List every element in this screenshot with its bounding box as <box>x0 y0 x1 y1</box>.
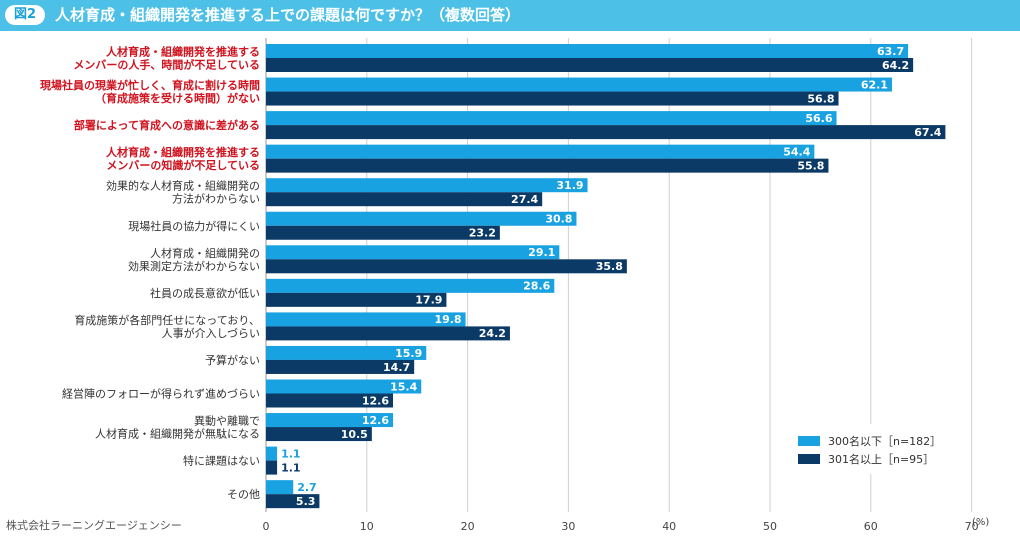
x-axis-unit: (%) <box>972 517 990 528</box>
legend-item-large: 301名以上［n=95］ <box>798 451 934 467</box>
legend-label-large: 301名以上［n=95］ <box>828 453 935 466</box>
bar-300-or-less <box>266 278 555 293</box>
bar-300-or-less <box>266 312 466 327</box>
bar-value-label: 30.8 <box>545 213 572 226</box>
bar-300-or-less <box>266 77 892 92</box>
chart-header: 図2 人材育成・組織開発を推進する上での課題は何ですか？（複数回答） <box>0 0 1020 31</box>
bar-value-label: 15.4 <box>390 380 417 393</box>
bar-300-or-less <box>266 211 577 226</box>
bar-value-label: 62.1 <box>861 78 888 91</box>
bar-300-or-less <box>266 345 427 360</box>
bar-value-label: 12.6 <box>362 394 389 407</box>
bar-value-label: 12.6 <box>362 414 389 427</box>
category-label: 予算がない <box>205 353 260 367</box>
bar-value-label: 27.4 <box>511 193 538 206</box>
bar-301-or-more <box>266 125 946 140</box>
bar-301-or-more <box>266 427 372 442</box>
category-label: 経営陣のフォローが得られず進めづらい <box>62 387 260 401</box>
bar-value-label: 56.8 <box>807 92 834 105</box>
category-label: その他 <box>227 488 260 501</box>
bar-value-label: 10.5 <box>341 428 368 441</box>
bar-301-or-more <box>266 326 510 341</box>
bar-301-or-more <box>266 460 278 475</box>
x-tick-label: 50 <box>763 520 777 533</box>
bar-301-or-more <box>266 58 914 72</box>
x-tick-label: 10 <box>360 520 374 533</box>
bar-value-label: 63.7 <box>877 45 904 58</box>
bar-value-label: 5.3 <box>296 495 316 508</box>
bar-300-or-less <box>266 178 588 193</box>
bar-value-label: 23.2 <box>469 227 496 240</box>
bar-value-label: 29.1 <box>528 246 555 259</box>
bar-value-label: 24.2 <box>479 327 506 340</box>
bar-value-label: 1.1 <box>281 461 301 474</box>
legend-label-small: 300名以下［n=182］ <box>828 435 942 448</box>
bar-value-label: 54.4 <box>783 145 810 158</box>
bar-value-label: 17.9 <box>415 294 442 307</box>
x-tick-label: 30 <box>561 520 575 533</box>
chart-title: 人材育成・組織開発を推進する上での課題は何ですか？（複数回答） <box>55 6 521 24</box>
bar-value-label: 14.7 <box>383 361 410 374</box>
category-label: 特に課題はない <box>183 454 260 468</box>
category-label: 効果的な人材育成・組織開発の方法がわからない <box>106 179 260 206</box>
bar-300-or-less <box>266 144 815 159</box>
bar-value-label: 28.6 <box>523 280 550 293</box>
bar-300-or-less <box>266 480 294 495</box>
bar-value-label: 19.8 <box>434 313 461 326</box>
bar-301-or-more <box>266 192 543 207</box>
legend-swatch-large <box>798 454 820 464</box>
category-label: 現場社員の現業が忙しく、育成に割ける時間（育成施策を受ける時間）がない <box>40 78 260 105</box>
bar-value-label: 67.4 <box>914 126 941 139</box>
bar-301-or-more <box>266 393 394 408</box>
figure-label: 図2 <box>5 5 45 25</box>
bar-value-label: 1.1 <box>281 447 301 460</box>
bar-300-or-less <box>266 379 422 394</box>
legend-swatch-small <box>798 436 820 446</box>
category-label: 人材育成・組織開発の効果測定方法がわからない <box>128 246 260 273</box>
bar-301-or-more <box>266 158 829 173</box>
bar-value-label: 64.2 <box>882 59 909 72</box>
x-tick-label: 70 <box>965 520 979 533</box>
bar-301-or-more <box>266 225 500 240</box>
bar-301-or-more <box>266 494 320 509</box>
x-tick-label: 20 <box>461 520 475 533</box>
bar-301-or-more <box>266 359 415 374</box>
bar-301-or-more <box>266 91 839 106</box>
bar-300-or-less <box>266 44 909 58</box>
category-label: 育成施策が各部門任せになっており、人事が介入しづらい <box>74 313 260 340</box>
bar-300-or-less <box>266 413 394 428</box>
x-tick-label: 0 <box>263 520 270 533</box>
category-label: 現場社員の協力が得にくい <box>128 219 260 233</box>
bar-value-label: 55.8 <box>797 159 824 172</box>
legend-item-small: 300名以下［n=182］ <box>798 433 941 449</box>
bar-value-label: 15.9 <box>395 347 422 360</box>
legend: 300名以下［n=182］ 301名以上［n=95］ <box>790 424 962 474</box>
bar-value-label: 35.8 <box>596 260 623 273</box>
category-label: 人材育成・組織開発を推進するメンバーの人手、時間が不足している <box>73 45 260 72</box>
bar-301-or-more <box>266 292 447 307</box>
category-label: 部署によって育成への意識に差がある <box>74 118 260 132</box>
bar-300-or-less <box>266 111 837 126</box>
x-tick-label: 60 <box>864 520 878 533</box>
bar-value-label: 31.9 <box>556 179 583 192</box>
bar-301-or-more <box>266 259 627 274</box>
bar-value-label: 56.6 <box>805 112 832 125</box>
category-label: 人材育成・組織開発を推進するメンバーの知識が不足している <box>106 145 260 172</box>
bar-300-or-less <box>266 446 278 461</box>
category-label: 社員の成長意欲が低い <box>150 286 260 300</box>
bar-value-label: 2.7 <box>297 481 317 494</box>
x-tick-label: 40 <box>662 520 676 533</box>
credit-text: 株式会社ラーニングエージェンシー <box>6 519 182 532</box>
bar-300-or-less <box>266 245 560 260</box>
category-label: 異動や離職で人材育成・組織開発が無駄になる <box>95 414 260 441</box>
